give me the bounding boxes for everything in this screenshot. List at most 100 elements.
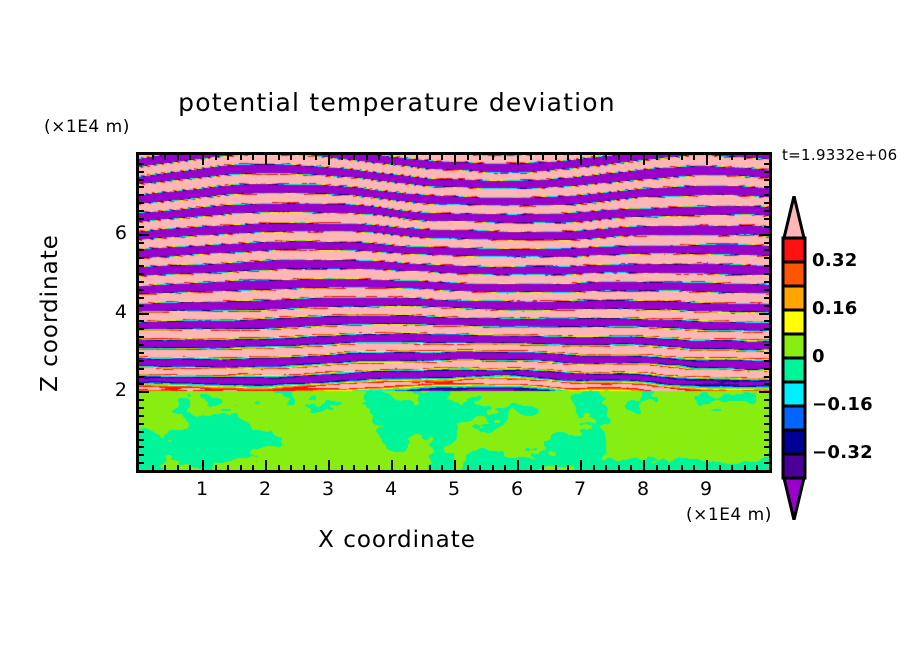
x-tick-top: [630, 155, 632, 160]
y-tick-right: [764, 415, 769, 417]
colorbar-band: [781, 380, 807, 408]
y-tick: [139, 328, 144, 330]
colorbar-tick-label: −0.32: [812, 442, 873, 463]
x-tick-label: 8: [636, 478, 650, 500]
page-title: potential temperature deviation: [178, 88, 616, 117]
colorbar-over-arrow: [782, 196, 806, 240]
x-tick: [252, 465, 254, 470]
y-tick-right: [764, 171, 769, 173]
colorbar-band: [781, 356, 807, 384]
y-tick-right: [764, 352, 769, 354]
y-tick: [139, 273, 144, 275]
y-tick-right: [764, 399, 769, 401]
x-tick-top: [290, 155, 292, 160]
y-tick: [139, 194, 144, 196]
colorbar-under-arrow: [782, 476, 806, 520]
x-tick: [630, 465, 632, 470]
y-tick: [139, 289, 144, 291]
y-tick-label: 6: [114, 221, 127, 244]
x-tick: [341, 465, 343, 470]
y-tick: [139, 226, 144, 228]
y-tick: [139, 439, 144, 441]
x-tick-top: [618, 155, 620, 160]
x-tick: [567, 465, 569, 470]
x-tick-top: [479, 155, 481, 160]
y-tick-right: [764, 446, 769, 448]
y-tick-right: [764, 344, 769, 346]
colorbar-svg: [781, 196, 807, 520]
colorbar-tick-label: −0.16: [812, 394, 873, 415]
x-tick: [719, 465, 721, 470]
x-tick-top: [492, 155, 494, 160]
x-tick-label: 3: [321, 478, 335, 500]
colorbar-band: [781, 236, 807, 264]
x-tick: [744, 465, 746, 470]
x-tick: [189, 465, 191, 470]
x-tick: [202, 460, 204, 470]
x-tick-top: [353, 155, 355, 160]
colorbar-band: [781, 332, 807, 360]
x-tick: [378, 465, 380, 470]
y-tick-right: [764, 194, 769, 196]
x-tick: [215, 465, 217, 470]
x-tick-label: 1: [195, 478, 209, 500]
colorbar-band: [781, 260, 807, 288]
z-axis-units-label: (×1E4 m): [44, 117, 130, 137]
x-tick: [656, 465, 658, 470]
y-tick-right: [759, 391, 769, 393]
x-tick-top: [378, 155, 380, 160]
y-tick-right: [764, 407, 769, 409]
x-tick: [593, 465, 595, 470]
x-tick: [416, 465, 418, 470]
x-tick: [404, 465, 406, 470]
x-tick-top: [530, 155, 532, 160]
x-tick: [555, 465, 557, 470]
x-tick-top: [328, 155, 330, 165]
y-tick: [139, 163, 144, 165]
x-tick: [693, 465, 695, 470]
y-tick: [139, 431, 144, 433]
y-tick: [139, 454, 144, 456]
x-tick-top: [731, 155, 733, 160]
y-tick-right: [764, 328, 769, 330]
x-tick-top: [744, 155, 746, 160]
y-tick-label: 4: [114, 300, 127, 323]
y-tick-right: [764, 431, 769, 433]
x-tick-top: [252, 155, 254, 160]
x-tick-label: 7: [573, 478, 587, 500]
x-tick: [530, 465, 532, 470]
x-tick: [504, 465, 506, 470]
y-tick-right: [764, 462, 769, 464]
colorbar: [781, 196, 807, 520]
x-tick: [227, 465, 229, 470]
y-tick: [139, 415, 144, 417]
x-tick: [467, 465, 469, 470]
x-tick-label: 9: [699, 478, 713, 500]
x-tick-top: [404, 155, 406, 160]
x-tick: [177, 465, 179, 470]
x-tick-top: [467, 155, 469, 160]
x-tick-top: [227, 155, 229, 160]
x-tick-top: [656, 155, 658, 160]
y-tick-right: [764, 186, 769, 188]
x-tick: [328, 460, 330, 470]
x-tick-top: [756, 155, 758, 160]
x-tick: [731, 465, 733, 470]
x-tick: [303, 465, 305, 470]
y-tick-right: [764, 249, 769, 251]
y-tick-right: [764, 297, 769, 299]
y-tick: [139, 462, 144, 464]
x-tick-label: 6: [510, 478, 524, 500]
x-tick: [290, 465, 292, 470]
y-tick: [139, 305, 144, 307]
x-tick-top: [555, 155, 557, 160]
x-tick: [315, 465, 317, 470]
y-tick: [139, 234, 149, 236]
y-tick-right: [764, 305, 769, 307]
x-tick-top: [341, 155, 343, 160]
y-tick: [139, 186, 144, 188]
x-tick-top: [315, 155, 317, 160]
x-tick-top: [177, 155, 179, 160]
y-tick: [139, 368, 144, 370]
colorbar-tick-label: 0.32: [812, 250, 858, 271]
